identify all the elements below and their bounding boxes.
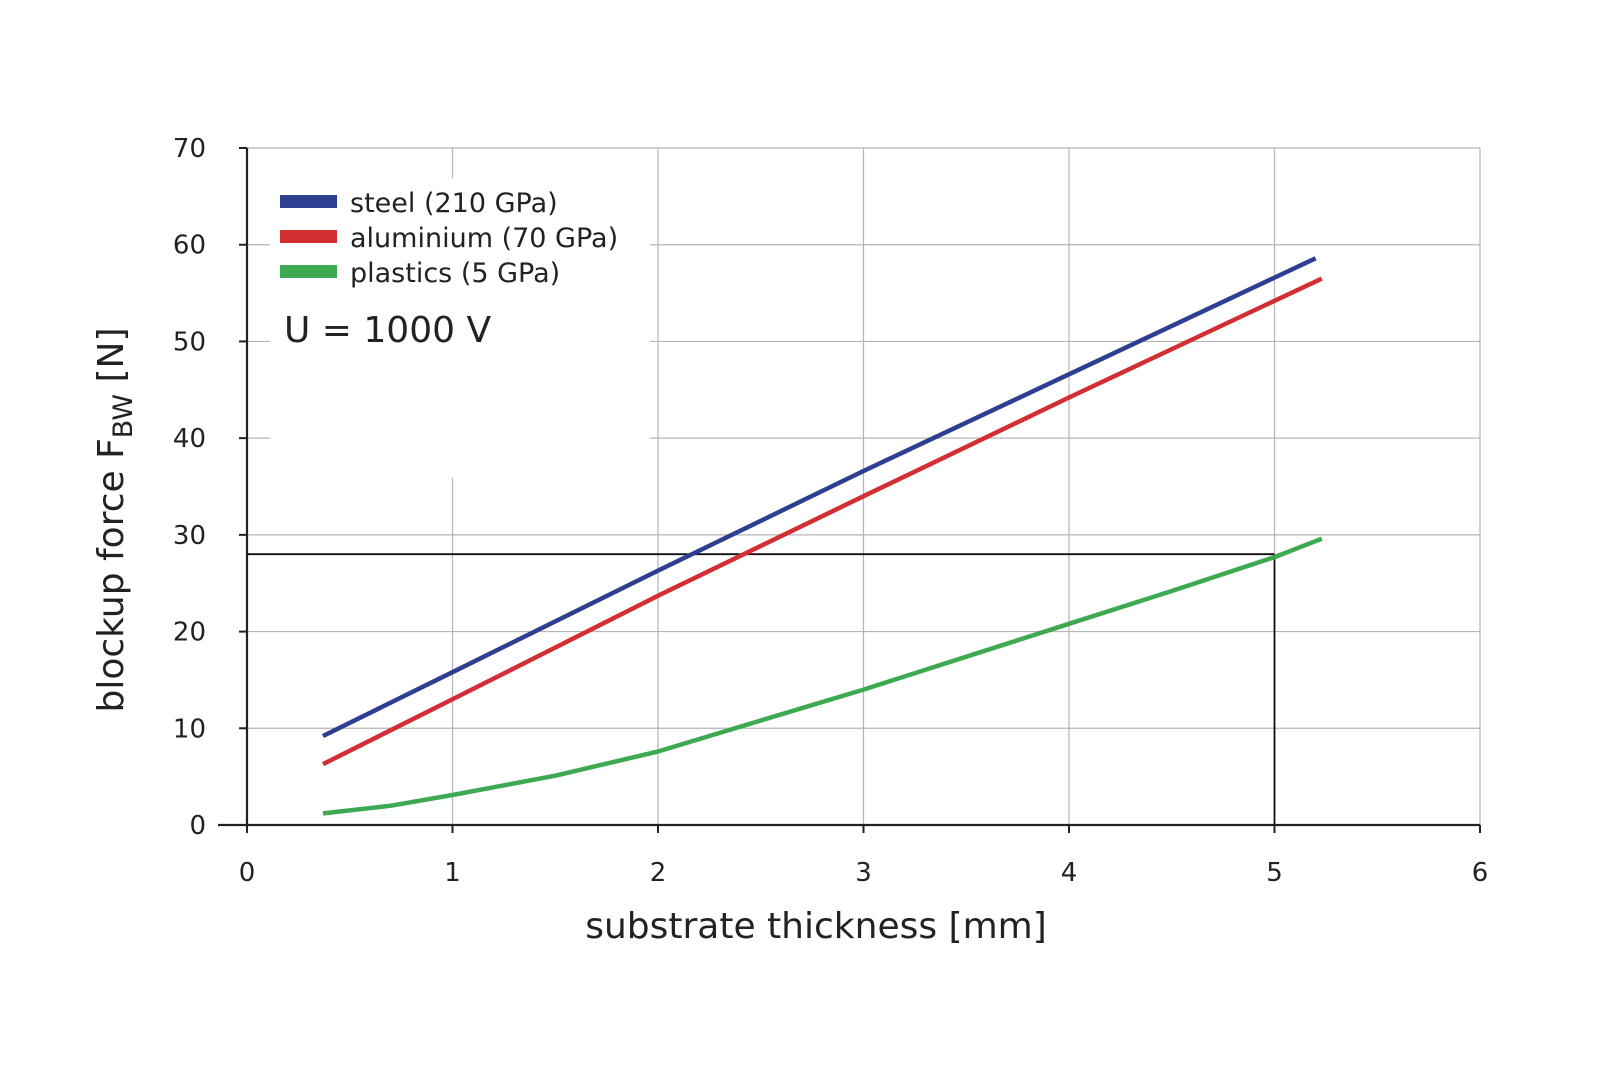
- legend-swatch-steel: [280, 195, 337, 208]
- y-axis-title-main: blockup force F: [91, 438, 132, 712]
- x-tick-label: 2: [650, 858, 667, 888]
- series-line-plastics: [322, 536, 1323, 816]
- y-tick-label: 10: [173, 714, 206, 744]
- y-tick-label: 60: [173, 231, 206, 261]
- x-tick-label: 6: [1472, 858, 1489, 888]
- legend-swatch-plastics: [280, 265, 337, 278]
- legend-label-steel: steel (210 GPa): [350, 188, 558, 219]
- y-tick-label: 70: [173, 134, 206, 164]
- reference-lines: [247, 553, 1276, 825]
- x-tick-label: 4: [1061, 858, 1078, 888]
- y-axis-title: blockup force FBW [N]: [91, 327, 139, 712]
- legend: steel (210 GPa) aluminium (70 GPa) plastic…: [280, 188, 618, 289]
- x-tick-label: 0: [239, 858, 256, 888]
- legend-swatch-aluminium: [280, 230, 337, 243]
- y-tick-label: 50: [173, 327, 206, 357]
- y-tick-label: 20: [173, 618, 206, 648]
- voltage-annotation: U = 1000 V: [284, 310, 491, 351]
- x-axis-title: substrate thickness [mm]: [585, 906, 1047, 947]
- legend-label-aluminium: aluminium (70 GPa): [350, 223, 618, 254]
- y-tick-label: 0: [189, 811, 206, 841]
- x-tick-label: 1: [444, 858, 461, 888]
- y-axis-title-subscript: BW: [108, 394, 139, 438]
- x-tick-label: 5: [1266, 858, 1283, 888]
- legend-label-plastics: plastics (5 GPa): [350, 258, 560, 289]
- series-line-aluminium: [321, 276, 1323, 767]
- axes: [218, 147, 1481, 833]
- y-tick-label: 30: [173, 521, 206, 551]
- series-line-steel: [322, 256, 1317, 739]
- y-axis-title-suffix: [N]: [91, 327, 132, 393]
- series-group: [321, 256, 1323, 816]
- y-tick-label: 40: [173, 424, 206, 454]
- x-tick-label: 3: [855, 858, 872, 888]
- legend-background: [270, 178, 650, 478]
